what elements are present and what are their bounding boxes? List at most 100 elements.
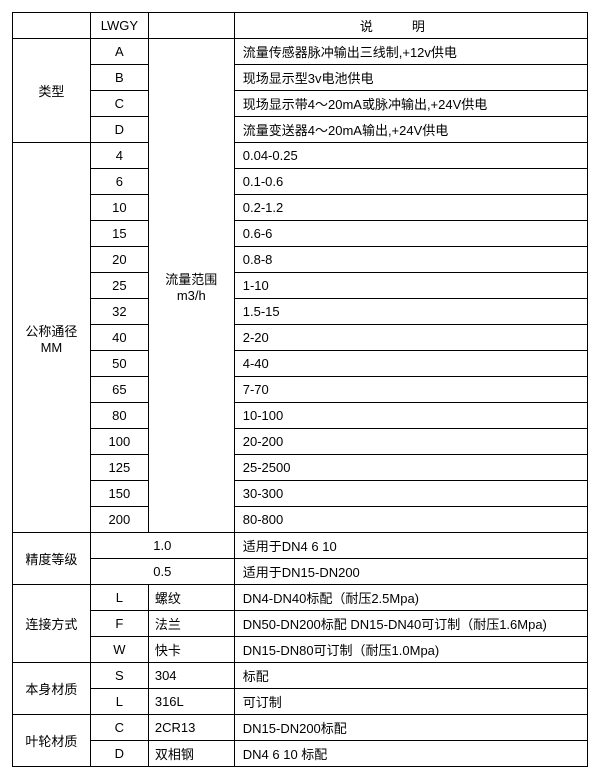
- dn-range: 0.6-6: [234, 221, 587, 247]
- header-lwgy: LWGY: [90, 13, 148, 39]
- dn-val: 50: [90, 351, 148, 377]
- dn-row: 6 0.1-0.6: [13, 169, 588, 195]
- accuracy-row: 0.5 适用于DN15-DN200: [13, 559, 588, 585]
- dn-range: 1.5-15: [234, 299, 587, 325]
- dn-range: 7-70: [234, 377, 587, 403]
- dn-range: 30-300: [234, 481, 587, 507]
- dn-val: 25: [90, 273, 148, 299]
- flow-range-l1: 流量范围: [165, 272, 217, 287]
- dn-label-l2: MM: [41, 340, 63, 355]
- body-row: 本身材质 S 304 标配: [13, 663, 588, 689]
- dn-val: 10: [90, 195, 148, 221]
- dn-val: 40: [90, 325, 148, 351]
- dn-range: 10-100: [234, 403, 587, 429]
- dn-val: 100: [90, 429, 148, 455]
- dn-range: 4-40: [234, 351, 587, 377]
- type-row: B 现场显示型3v电池供电: [13, 65, 588, 91]
- imp-desc: DN4 6 10 标配: [234, 741, 587, 767]
- dn-row: 200 80-800: [13, 507, 588, 533]
- type-desc: 流量变送器4～20mA输出,+24V供电: [234, 117, 587, 143]
- conn-name: 法兰: [148, 611, 234, 637]
- dn-label-l1: 公称通径: [25, 324, 77, 339]
- conn-label: 连接方式: [13, 585, 91, 663]
- dn-row: 100 20-200: [13, 429, 588, 455]
- body-name: 304: [148, 663, 234, 689]
- conn-name: 螺纹: [148, 585, 234, 611]
- dn-range: 0.2-1.2: [234, 195, 587, 221]
- dn-val: 32: [90, 299, 148, 325]
- dn-row: 25 1-10: [13, 273, 588, 299]
- type-code: A: [90, 39, 148, 65]
- dn-row: 15 0.6-6: [13, 221, 588, 247]
- dn-range: 1-10: [234, 273, 587, 299]
- conn-desc: DN50-DN200标配 DN15-DN40可订制（耐压1.6Mpa): [234, 611, 587, 637]
- dn-val: 80: [90, 403, 148, 429]
- dn-range: 0.04-0.25: [234, 143, 587, 169]
- dn-label: 公称通径 MM: [13, 143, 91, 533]
- dn-range: 25-2500: [234, 455, 587, 481]
- dn-range: 20-200: [234, 429, 587, 455]
- header-blank: [13, 13, 91, 39]
- body-desc: 标配: [234, 663, 587, 689]
- dn-val: 125: [90, 455, 148, 481]
- conn-code: W: [90, 637, 148, 663]
- conn-name: 快卡: [148, 637, 234, 663]
- imp-code: D: [90, 741, 148, 767]
- imp-label: 叶轮材质: [13, 715, 91, 767]
- dn-row: 公称通径 MM 4 0.04-0.25: [13, 143, 588, 169]
- dn-range: 0.1-0.6: [234, 169, 587, 195]
- conn-row: W 快卡 DN15-DN80可订制（耐压1.0Mpa): [13, 637, 588, 663]
- type-code: C: [90, 91, 148, 117]
- type-code: B: [90, 65, 148, 91]
- dn-row: 150 30-300: [13, 481, 588, 507]
- imp-desc: DN15-DN200标配: [234, 715, 587, 741]
- accuracy-row: 精度等级 1.0 适用于DN4 6 10: [13, 533, 588, 559]
- accuracy-label: 精度等级: [13, 533, 91, 585]
- dn-range: 2-20: [234, 325, 587, 351]
- dn-val: 15: [90, 221, 148, 247]
- type-row: 类型 A 流量范围 m3/h 流量传感器脉冲输出三线制,+12v供电: [13, 39, 588, 65]
- flow-range-label: 流量范围 m3/h: [148, 39, 234, 533]
- dn-val: 20: [90, 247, 148, 273]
- dn-val: 150: [90, 481, 148, 507]
- dn-row: 80 10-100: [13, 403, 588, 429]
- header-desc: 说明: [234, 13, 587, 39]
- dn-row: 65 7-70: [13, 377, 588, 403]
- body-name: 316L: [148, 689, 234, 715]
- body-row: L 316L 可订制: [13, 689, 588, 715]
- imp-name: 2CR13: [148, 715, 234, 741]
- header-row: LWGY 说明: [13, 13, 588, 39]
- dn-range: 80-800: [234, 507, 587, 533]
- dn-val: 6: [90, 169, 148, 195]
- imp-code: C: [90, 715, 148, 741]
- imp-row: 叶轮材质 C 2CR13 DN15-DN200标配: [13, 715, 588, 741]
- dn-val: 200: [90, 507, 148, 533]
- dn-row: 40 2-20: [13, 325, 588, 351]
- conn-desc: DN4-DN40标配（耐压2.5Mpa): [234, 585, 587, 611]
- type-label: 类型: [13, 39, 91, 143]
- type-desc: 现场显示型3v电池供电: [234, 65, 587, 91]
- header-blank2: [148, 13, 234, 39]
- body-code: L: [90, 689, 148, 715]
- type-desc: 现场显示带4～20mA或脉冲输出,+24V供电: [234, 91, 587, 117]
- accuracy-val: 0.5: [90, 559, 234, 585]
- dn-val: 4: [90, 143, 148, 169]
- accuracy-desc: 适用于DN15-DN200: [234, 559, 587, 585]
- dn-row: 50 4-40: [13, 351, 588, 377]
- conn-code: F: [90, 611, 148, 637]
- dn-val: 65: [90, 377, 148, 403]
- conn-row: F 法兰 DN50-DN200标配 DN15-DN40可订制（耐压1.6Mpa): [13, 611, 588, 637]
- conn-row: 连接方式 L 螺纹 DN4-DN40标配（耐压2.5Mpa): [13, 585, 588, 611]
- type-row: C 现场显示带4～20mA或脉冲输出,+24V供电: [13, 91, 588, 117]
- flow-range-l2: m3/h: [177, 288, 206, 303]
- dn-row: 10 0.2-1.2: [13, 195, 588, 221]
- body-code: S: [90, 663, 148, 689]
- conn-desc: DN15-DN80可订制（耐压1.0Mpa): [234, 637, 587, 663]
- dn-range: 0.8-8: [234, 247, 587, 273]
- conn-code: L: [90, 585, 148, 611]
- accuracy-val: 1.0: [90, 533, 234, 559]
- type-desc: 流量传感器脉冲输出三线制,+12v供电: [234, 39, 587, 65]
- dn-row: 20 0.8-8: [13, 247, 588, 273]
- dn-row: 32 1.5-15: [13, 299, 588, 325]
- body-desc: 可订制: [234, 689, 587, 715]
